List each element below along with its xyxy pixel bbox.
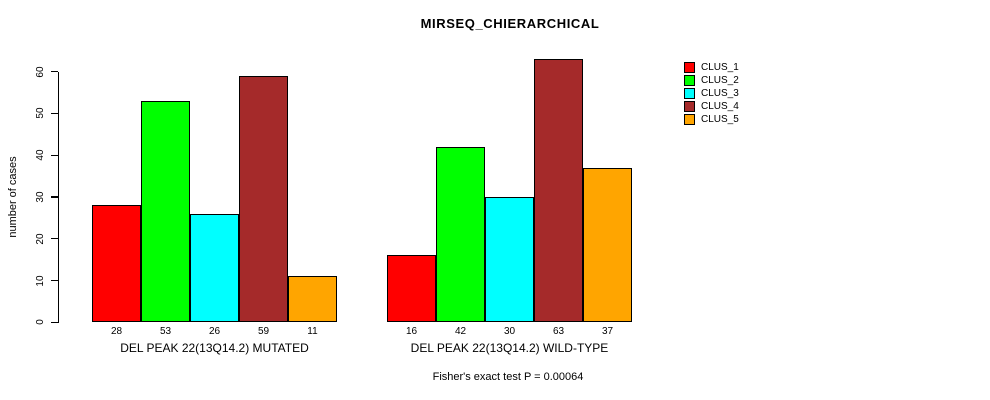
y-axis-tick-label: 0 <box>35 319 46 326</box>
bar-clus_1-group2 <box>387 255 436 323</box>
y-axis-tick <box>51 238 58 240</box>
bar-clus_5-group2 <box>583 167 632 323</box>
fisher-test-annotation: Fisher's exact test P = 0.00064 <box>432 371 584 383</box>
bar-clus_4-group1 <box>239 75 288 323</box>
legend-swatch-clus_2 <box>684 74 695 86</box>
bar-value-label: 11 <box>307 326 318 337</box>
y-axis-tick-label: 50 <box>35 107 46 120</box>
legend-swatch-clus_4 <box>684 100 695 112</box>
bar-clus_3-group1 <box>190 213 239 323</box>
legend-label-clus_3: CLUS_3 <box>701 87 739 99</box>
y-axis-line <box>58 71 60 323</box>
y-axis-tick <box>51 279 58 282</box>
bar-value-label: 16 <box>405 326 418 337</box>
y-axis-tick-label: 30 <box>35 191 46 203</box>
bar-value-label: 28 <box>110 326 123 337</box>
bar-value-label: 26 <box>208 326 221 337</box>
legend-label-clus_4: CLUS_4 <box>701 100 739 112</box>
y-axis-tick-label: 40 <box>35 149 46 161</box>
bar-value-label: 59 <box>257 326 270 337</box>
y-axis-tick <box>51 321 58 323</box>
legend-swatch-clus_3 <box>684 87 695 99</box>
x-axis-group-label-wild-type: DEL PEAK 22(13Q14.2) WILD-TYPE <box>410 341 609 355</box>
x-axis-group-label-mutated: DEL PEAK 22(13Q14.2) MUTATED <box>120 341 309 355</box>
y-axis-tick <box>51 71 58 73</box>
bar-clus_2-group1 <box>141 100 190 323</box>
chart-title: MIRSEQ_CHIERARCHICAL <box>420 16 600 31</box>
y-axis-tick-label: 10 <box>35 274 46 287</box>
y-axis-label: number of cases <box>7 156 19 238</box>
bar-clus_4-group2 <box>534 59 583 323</box>
legend-swatch-clus_1 <box>684 61 695 73</box>
bar-clus_3-group2 <box>485 197 534 323</box>
y-axis-tick <box>51 196 58 198</box>
bar-value-label: 63 <box>552 326 565 337</box>
legend-label-clus_1: CLUS_1 <box>701 61 739 73</box>
bar-value-label: 42 <box>454 326 467 337</box>
bar-value-label: 30 <box>503 326 516 337</box>
bar-clus_2-group2 <box>436 146 485 323</box>
y-axis-tick-label: 20 <box>35 233 46 245</box>
bar-value-label: 53 <box>159 326 172 337</box>
bar-clus_5-group1 <box>288 276 337 323</box>
bar-value-label: 37 <box>601 326 614 337</box>
legend-swatch-clus_5 <box>684 113 695 125</box>
y-axis-tick-label: 60 <box>35 66 46 78</box>
y-axis-tick <box>51 112 58 115</box>
legend-label-clus_2: CLUS_2 <box>701 74 739 86</box>
y-axis-tick <box>51 154 58 156</box>
legend-label-clus_5: CLUS_5 <box>701 113 739 125</box>
bar-clus_1-group1 <box>92 205 141 323</box>
